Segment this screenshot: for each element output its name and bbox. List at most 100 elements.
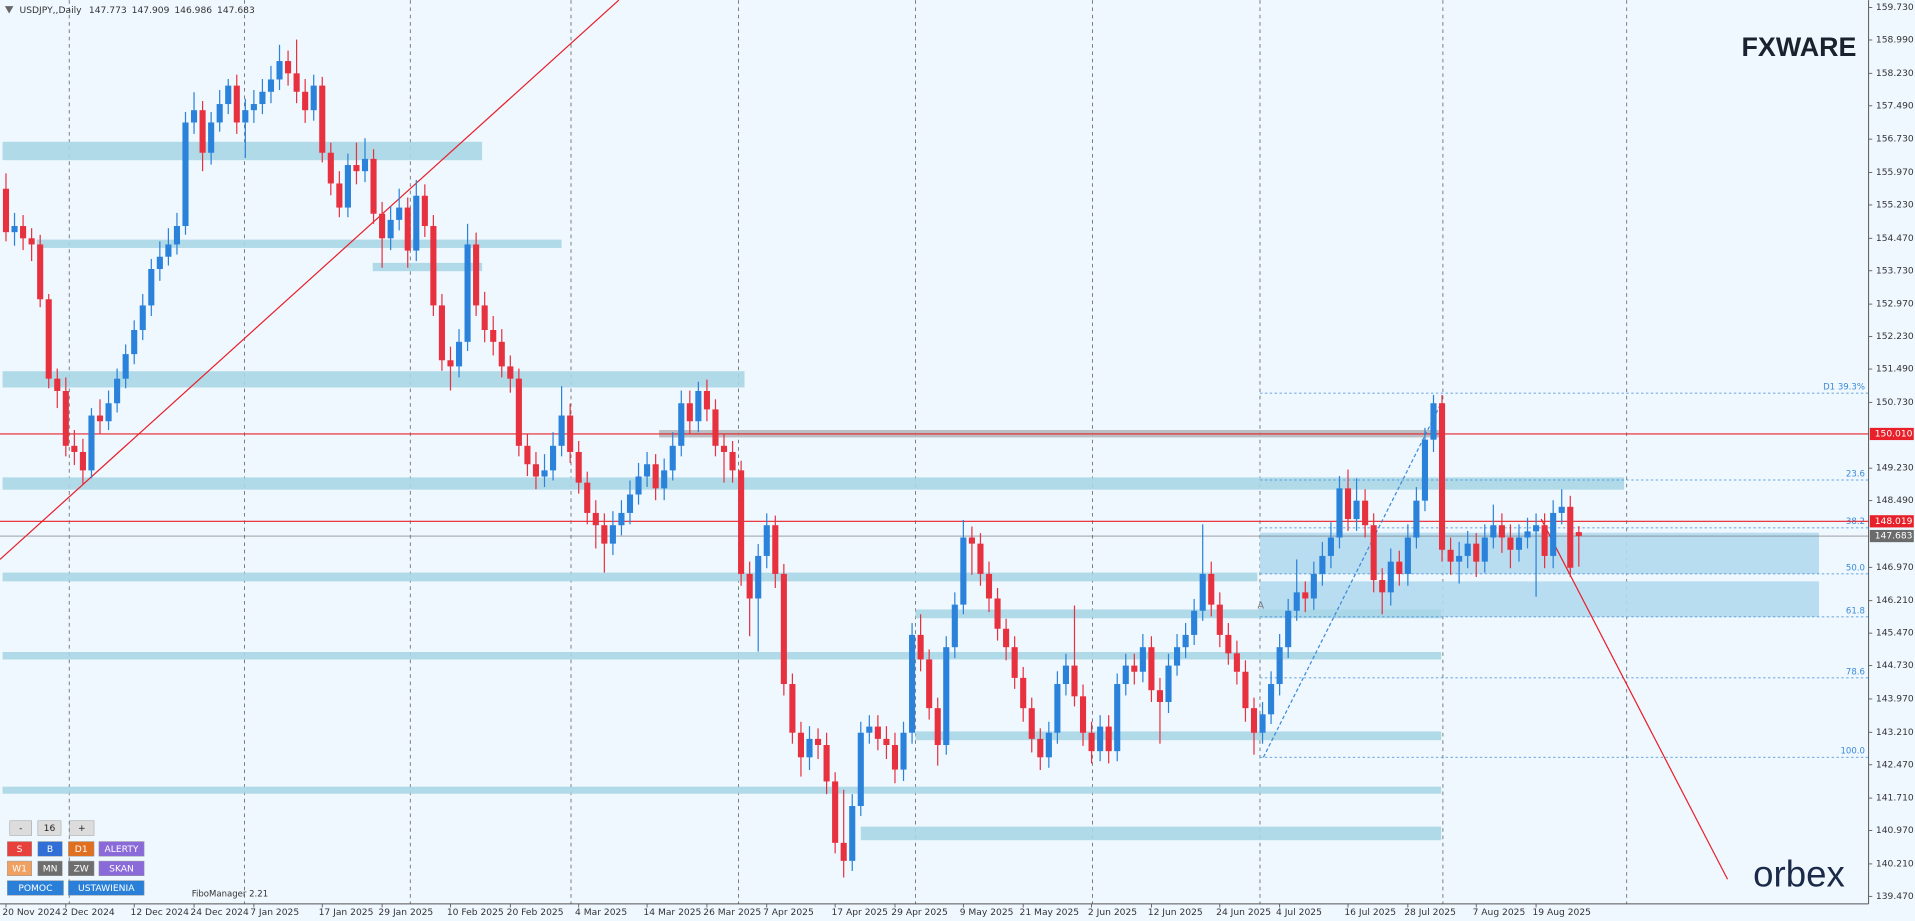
- candle-body: [464, 244, 471, 342]
- chart-header: USDJPY,,Daily 147.773 147.909 146.986 147.68…: [20, 5, 255, 15]
- y-tick-label: 146.970: [1876, 563, 1914, 573]
- price-badge-label: 148.019: [1875, 517, 1913, 527]
- candle-body: [1216, 604, 1223, 635]
- y-tick-label: 149.230: [1876, 464, 1914, 474]
- candle-body: [601, 525, 608, 544]
- y-tick-label: 140.210: [1876, 859, 1914, 869]
- candle-body: [302, 91, 309, 111]
- candle-body: [1020, 677, 1027, 709]
- candle-body: [840, 842, 847, 861]
- button[interactable]: 16: [37, 820, 62, 836]
- candle-body: [242, 110, 249, 123]
- button[interactable]: D1: [68, 841, 95, 857]
- candle-body: [148, 269, 155, 306]
- y-tick-label: 140.970: [1876, 826, 1914, 836]
- candle-body: [814, 738, 822, 746]
- button-label: W1: [12, 865, 27, 875]
- candle-body: [1310, 573, 1317, 599]
- candle-body: [849, 805, 856, 861]
- candle-body: [1011, 647, 1018, 678]
- button[interactable]: B: [37, 841, 63, 857]
- candle-body: [1302, 592, 1309, 599]
- candle-body: [934, 708, 941, 746]
- button-face: [9, 820, 32, 836]
- x-tick-label: 26 Mar 2025: [703, 908, 761, 918]
- candle-body: [1071, 665, 1078, 697]
- button-face: [7, 880, 64, 896]
- candle-body: [396, 207, 403, 220]
- y-tick-label: 157.490: [1876, 101, 1914, 111]
- candle-body: [857, 732, 864, 806]
- candle-body: [900, 732, 907, 770]
- candle-body: [1327, 537, 1334, 556]
- zone: [372, 262, 483, 272]
- candle-body: [421, 195, 428, 227]
- candle-body: [1481, 537, 1488, 562]
- candle-body: [336, 183, 343, 208]
- fib-label: D1 39.3%: [1823, 383, 1865, 393]
- annotation: A: [1257, 601, 1264, 612]
- y-tick-label: 154.470: [1876, 234, 1914, 244]
- candle-body: [1259, 714, 1266, 733]
- zone: [860, 826, 1442, 841]
- candle-body: [609, 525, 616, 544]
- x-tick-label: 9 May 2025: [960, 908, 1014, 918]
- zone: [2, 786, 1442, 794]
- candle-body: [832, 781, 839, 843]
- x-tick-label: 7 Jan 2025: [250, 908, 299, 918]
- button[interactable]: USTAWIENIA: [68, 880, 145, 896]
- candle-body: [1447, 549, 1454, 562]
- candle-body: [1507, 537, 1514, 550]
- candle-body: [780, 573, 787, 685]
- button[interactable]: ZW: [68, 860, 95, 876]
- candle-body: [977, 543, 984, 574]
- plot-area: D1 39.3% 23.6 38.2 50.0 61.8 78.6 100.0 A: [0, 0, 1869, 904]
- button[interactable]: MN: [37, 860, 63, 876]
- candle-body: [1387, 561, 1394, 593]
- candle-body: [1088, 732, 1095, 752]
- x-tick-label: 4 Jul 2025: [1276, 908, 1322, 918]
- candle-body: [79, 451, 86, 471]
- y-tick-label: 151.490: [1876, 365, 1914, 375]
- button-face: [98, 841, 145, 857]
- button[interactable]: +: [69, 820, 95, 836]
- button[interactable]: S: [7, 841, 32, 857]
- button[interactable]: W1: [7, 860, 32, 876]
- candle-body: [1165, 665, 1172, 703]
- candle-body: [45, 299, 52, 379]
- candle-body: [661, 470, 668, 489]
- candle-body: [1174, 647, 1181, 666]
- candle-body: [404, 207, 411, 251]
- button[interactable]: POMOC: [7, 880, 64, 896]
- candle-body: [225, 85, 232, 105]
- candle-body: [1293, 592, 1300, 611]
- candle-body: [1353, 500, 1360, 520]
- price-badge: [1869, 427, 1914, 441]
- x-tick-label: 12 Jun 2025: [1148, 908, 1203, 918]
- y-tick-label: 142.470: [1876, 760, 1914, 770]
- button-face: [98, 860, 145, 876]
- candle-body: [353, 165, 360, 172]
- candle-body: [644, 464, 651, 477]
- price-badge-label: 147.683: [1875, 532, 1913, 542]
- candle-body: [891, 745, 899, 770]
- button-label: ZW: [74, 865, 89, 875]
- button[interactable]: ALERTY: [98, 841, 145, 857]
- candle-body: [755, 555, 762, 599]
- x-tick-label: 28 Jul 2025: [1404, 908, 1456, 918]
- candle-body: [592, 512, 599, 526]
- candle-body: [165, 244, 172, 257]
- x-tick-label: 20 Feb 2025: [507, 908, 564, 918]
- candle-body: [515, 378, 522, 446]
- button[interactable]: SKAN: [98, 860, 145, 876]
- orbex-logo: orbex: [1753, 854, 1845, 895]
- candle-body: [1156, 690, 1164, 703]
- button-face: [37, 860, 63, 876]
- y-tick-label: 155.970: [1876, 168, 1914, 178]
- candle-body: [1464, 543, 1471, 556]
- candle-body: [54, 378, 61, 391]
- button[interactable]: -: [9, 820, 32, 836]
- candle-body: [1396, 561, 1403, 574]
- candle-body: [1062, 665, 1069, 685]
